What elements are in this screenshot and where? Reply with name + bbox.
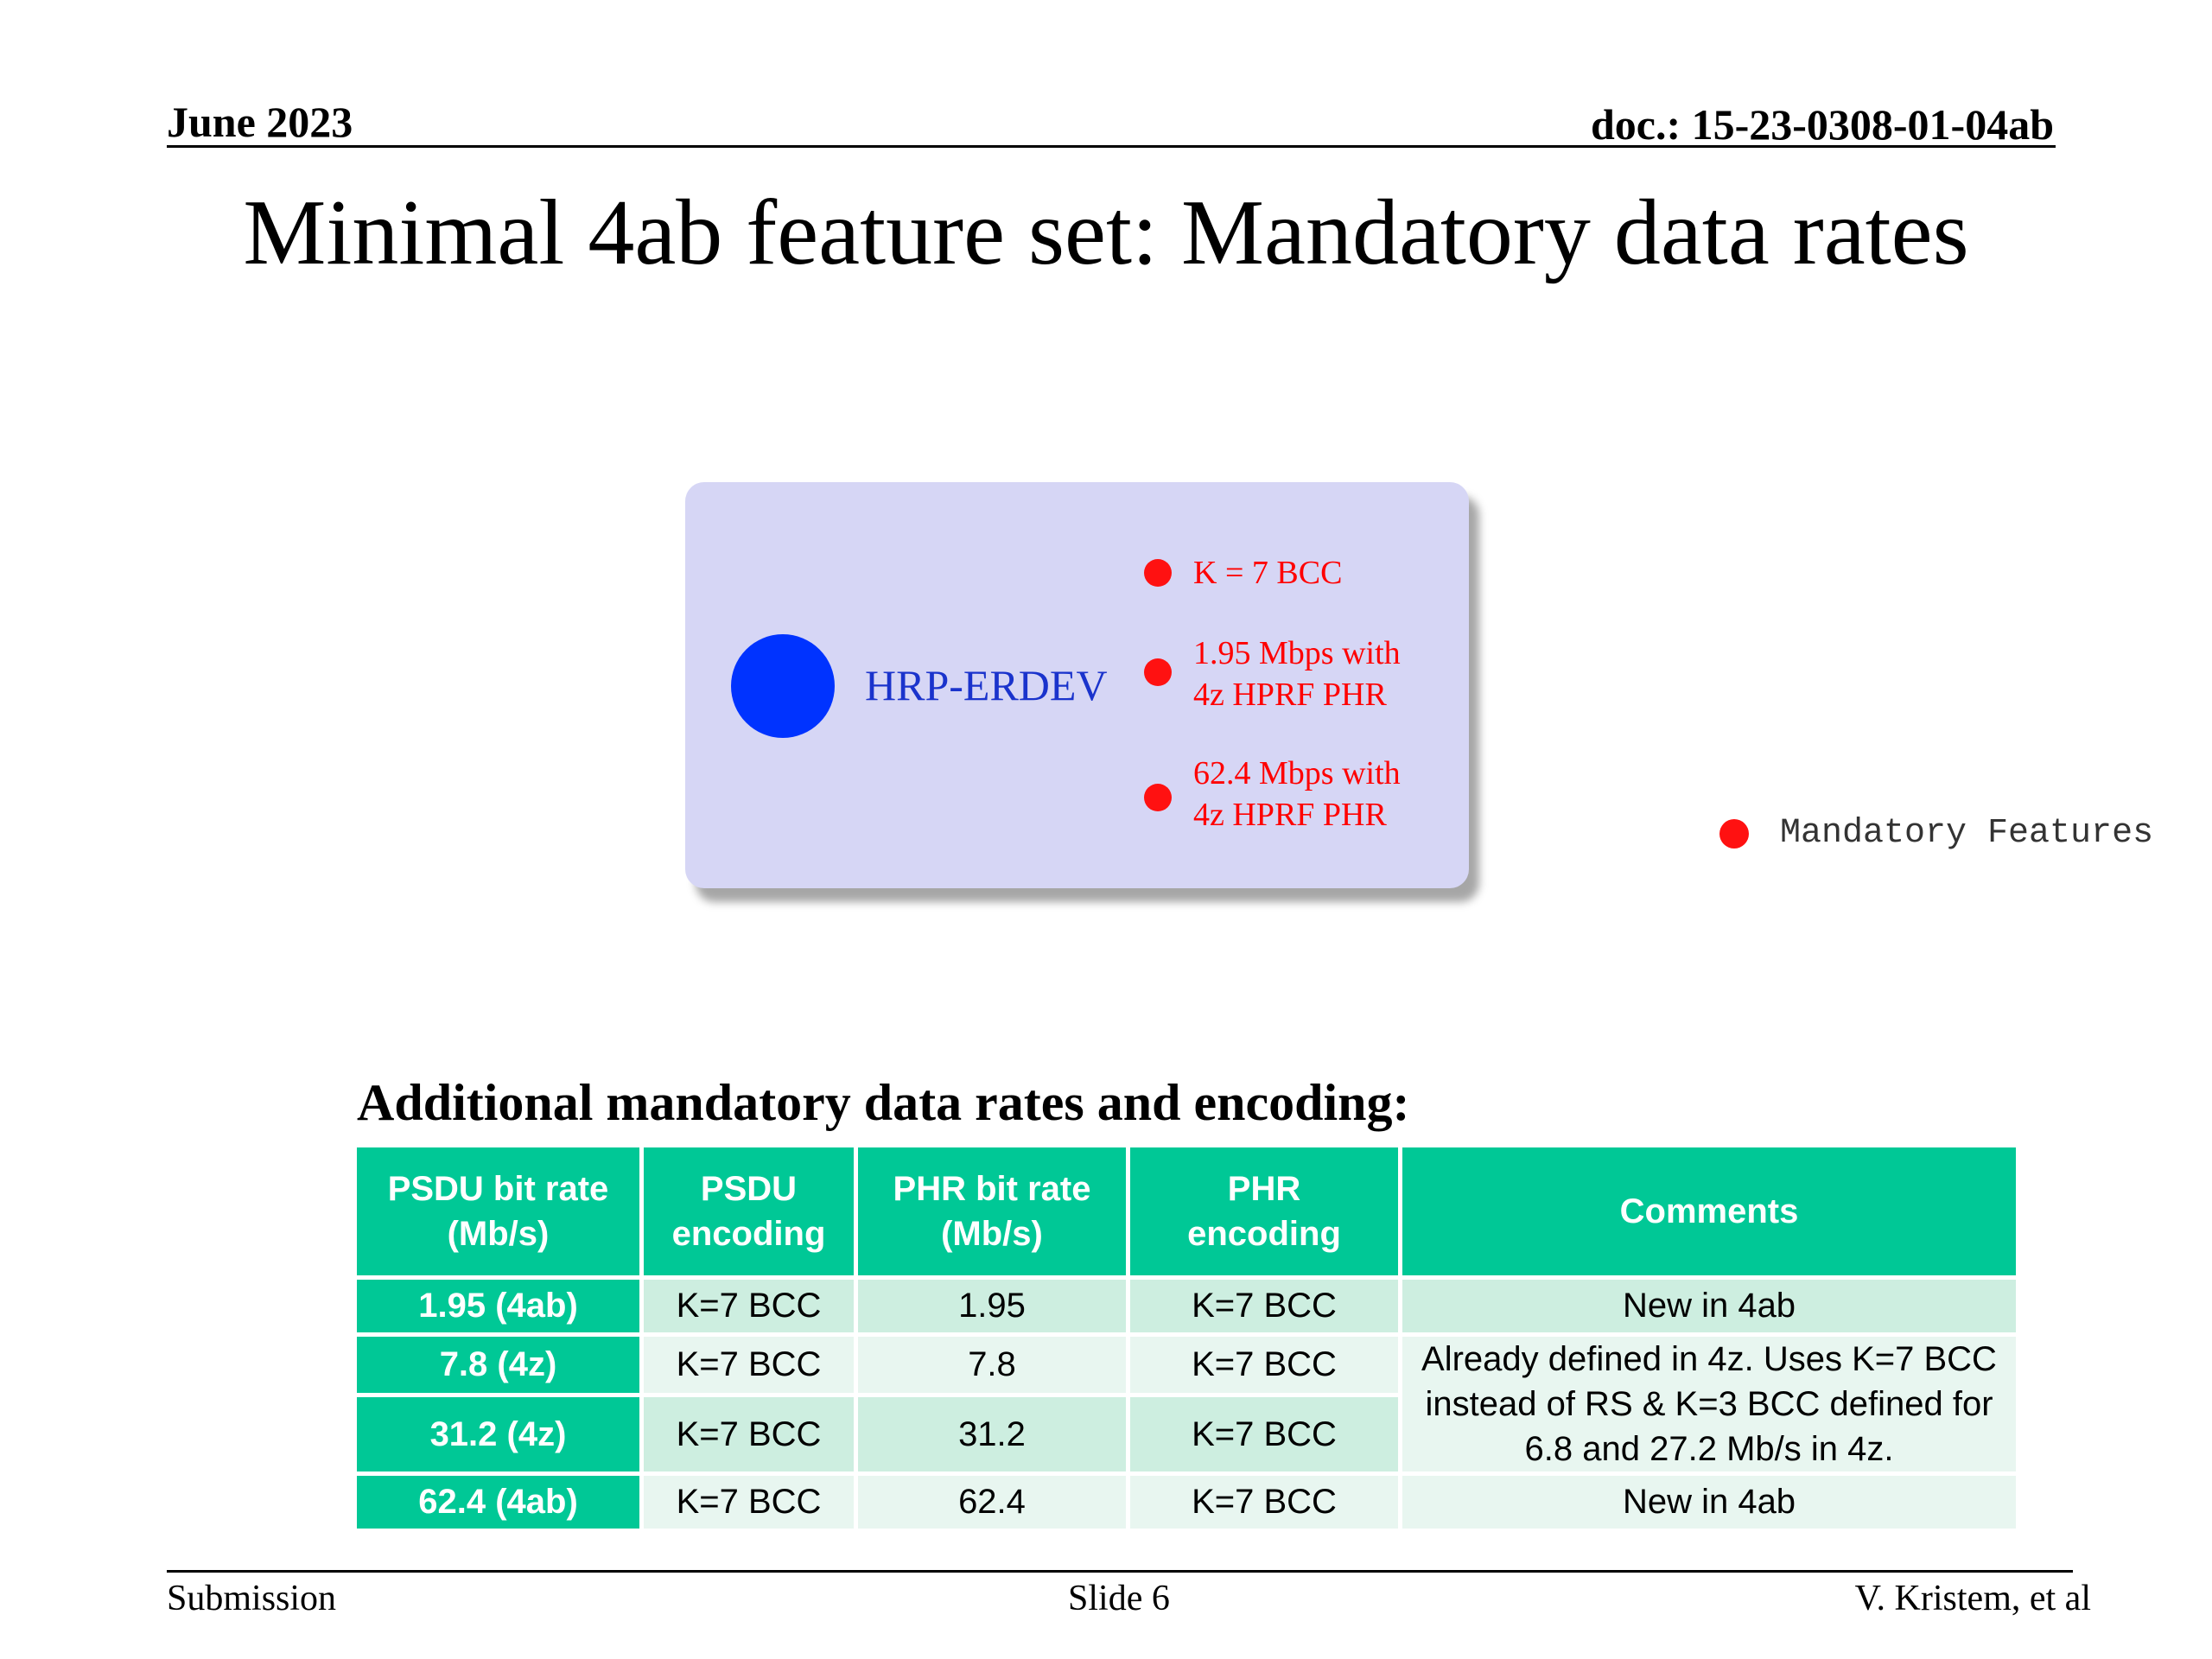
- feature-line: 4z HPRF PHR: [1193, 797, 1387, 833]
- feature-item: 62.4 Mbps with 4z HPRF PHR: [1193, 753, 1401, 836]
- data-rates-table: PSDU bit rate (Mb/s) PSDU encoding PHR b…: [353, 1143, 2020, 1533]
- cell-psdu-encoding: K=7 BCC: [644, 1337, 854, 1394]
- cell-psdu-encoding: K=7 BCC: [644, 1476, 854, 1529]
- cell-phr-rate: 62.4: [858, 1476, 1126, 1529]
- footer-divider: [167, 1570, 2073, 1573]
- cell-psdu-rate: 62.4 (4ab): [357, 1476, 639, 1529]
- cell-comment: New in 4ab: [1402, 1476, 2016, 1529]
- footer-slide-number: Slide 6: [1068, 1579, 1170, 1618]
- table-row: 31.2 (4z) K=7 BCC 31.2 K=7 BCC: [357, 1397, 2016, 1471]
- table-header-row: PSDU bit rate (Mb/s) PSDU encoding PHR b…: [357, 1147, 2016, 1275]
- red-dot-icon: [1719, 819, 1749, 849]
- column-header-line: PHR: [1227, 1170, 1301, 1208]
- header-date: June 2023: [167, 98, 353, 146]
- cell-phr-rate: 31.2: [858, 1397, 1126, 1471]
- cell-phr-encoding: K=7 BCC: [1130, 1337, 1398, 1394]
- column-header-line: PSDU bit rate: [387, 1170, 609, 1208]
- column-header-line: encoding: [1187, 1215, 1341, 1253]
- legend-label: Mandatory Features: [1780, 814, 2154, 853]
- feature-line: 1.95 Mbps with: [1193, 635, 1401, 671]
- cell-comment: Already defined in 4z. Uses K=7 BCC inst…: [1402, 1337, 2016, 1471]
- device-label: HRP-ERDEV: [865, 661, 1108, 709]
- cell-phr-encoding: K=7 BCC: [1130, 1476, 1398, 1529]
- cell-phr-encoding: K=7 BCC: [1130, 1280, 1398, 1332]
- slide-title: Minimal 4ab feature set: Mandatory data …: [243, 181, 1969, 284]
- feature-dot-icon: [1144, 658, 1172, 686]
- cell-comment: New in 4ab: [1402, 1280, 2016, 1332]
- cell-psdu-encoding: K=7 BCC: [644, 1280, 854, 1332]
- feature-panel: HRP-ERDEV K = 7 BCC 1.95 Mbps with 4z HP…: [685, 482, 1469, 888]
- feature-line: 62.4 Mbps with: [1193, 755, 1401, 791]
- cell-phr-encoding: K=7 BCC: [1130, 1397, 1398, 1471]
- column-header-phr-encoding: PHR encoding: [1130, 1147, 1398, 1275]
- cell-psdu-rate: 7.8 (4z): [357, 1337, 639, 1394]
- column-header-line: (Mb/s): [447, 1215, 550, 1253]
- feature-item: K = 7 BCC: [1193, 552, 1342, 594]
- feature-dot-icon: [1144, 559, 1172, 587]
- header-divider: [167, 145, 2056, 148]
- footer-submission: Submission: [167, 1579, 337, 1618]
- device-circle-icon: [731, 634, 835, 738]
- column-header-line: PSDU: [700, 1170, 798, 1208]
- cell-psdu-rate: 1.95 (4ab): [357, 1280, 639, 1332]
- cell-phr-rate: 1.95: [858, 1280, 1126, 1332]
- feature-dot-icon: [1144, 784, 1172, 811]
- table-row: 62.4 (4ab) K=7 BCC 62.4 K=7 BCC New in 4…: [357, 1476, 2016, 1529]
- cell-psdu-encoding: K=7 BCC: [644, 1397, 854, 1471]
- feature-item: 1.95 Mbps with 4z HPRF PHR: [1193, 632, 1401, 715]
- column-header-psdu-rate: PSDU bit rate (Mb/s): [357, 1147, 639, 1275]
- table-row: 7.8 (4z) K=7 BCC 7.8 K=7 BCC Already def…: [357, 1337, 2016, 1471]
- cell-psdu-rate: 31.2 (4z): [357, 1397, 639, 1471]
- feature-line: 4z HPRF PHR: [1193, 677, 1387, 713]
- cell-phr-rate: 7.8: [858, 1337, 1126, 1394]
- column-header-line: Comments: [1619, 1192, 1799, 1230]
- table-heading: Additional mandatory data rates and enco…: [357, 1074, 1410, 1131]
- column-header-phr-rate: PHR bit rate (Mb/s): [858, 1147, 1126, 1275]
- footer-authors: V. Kristem, et al: [1854, 1579, 2091, 1618]
- table-row: 1.95 (4ab) K=7 BCC 1.95 K=7 BCC New in 4…: [357, 1280, 2016, 1332]
- column-header-psdu-encoding: PSDU encoding: [644, 1147, 854, 1275]
- column-header-line: PHR bit rate: [893, 1170, 1091, 1208]
- header-doc-id: doc.: 15-23-0308-01-04ab: [1590, 100, 2054, 149]
- column-header-line: (Mb/s): [941, 1215, 1043, 1253]
- column-header-comments: Comments: [1402, 1147, 2016, 1275]
- feature-line: K = 7 BCC: [1193, 555, 1343, 591]
- column-header-line: encoding: [671, 1215, 826, 1253]
